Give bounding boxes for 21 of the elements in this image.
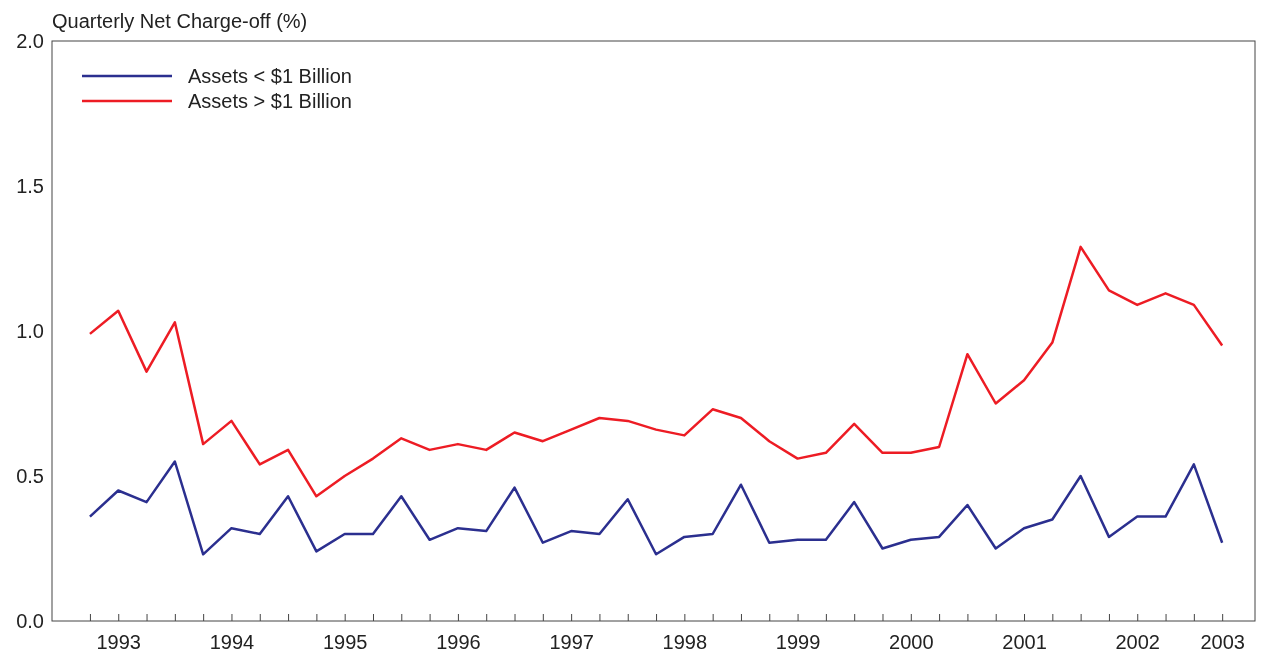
line-series: [88, 245, 1224, 498]
x-tick-label: 1997: [549, 631, 594, 654]
y-tick-label: 1.5: [16, 174, 44, 197]
x-tick-label: 1993: [96, 631, 141, 654]
x-tick-label: 1996: [436, 631, 481, 654]
x-tick-label: 2002: [1115, 631, 1160, 654]
x-tick-label: 2001: [1002, 631, 1047, 654]
y-tick-label: 1.0: [16, 319, 44, 342]
y-tick-label: 2.0: [16, 29, 44, 52]
chart-title: Quarterly Net Charge-off (%): [52, 10, 308, 32]
legend-label: Assets < $1 Billion: [188, 65, 352, 87]
y-tick-label: 0.5: [16, 464, 44, 487]
x-tick-label: 1995: [322, 631, 368, 654]
y-tick-label: 0.0: [16, 609, 44, 632]
x-tick-label: 1994: [209, 631, 255, 654]
line-series: [88, 460, 1224, 556]
legend-label: Assets > $1 Billion: [188, 90, 352, 112]
x-tick-label: 1999: [775, 631, 821, 654]
x-tick-label: 2003: [1200, 631, 1245, 654]
x-tick-label: 1998: [662, 631, 708, 654]
x-tick-label: 2000: [889, 631, 934, 654]
